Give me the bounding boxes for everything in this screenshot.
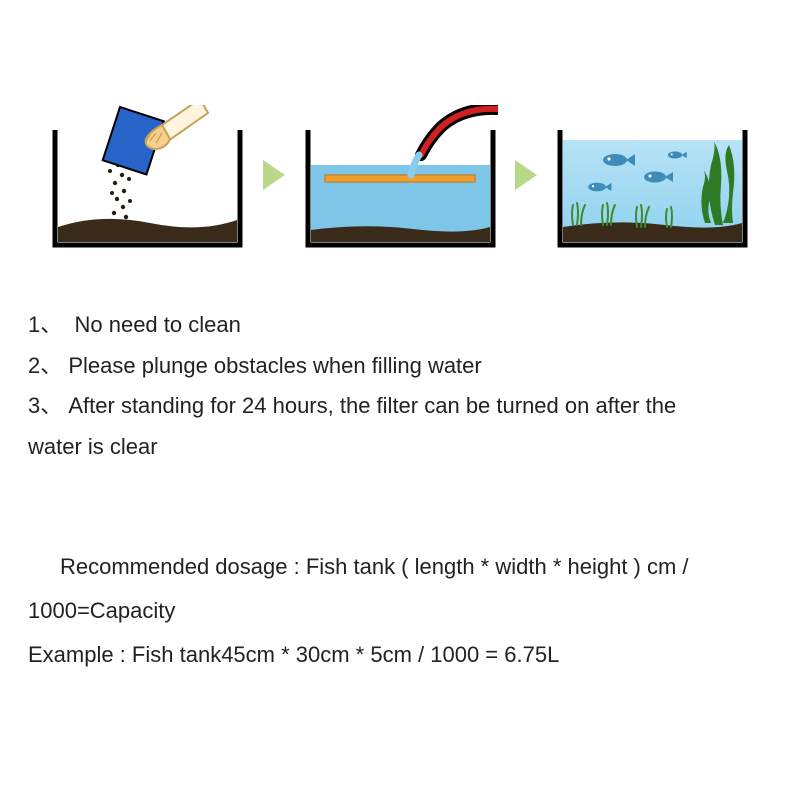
dosage-line2: 1000=Capacity	[28, 589, 768, 633]
dosage-block: Recommended dosage : Fish tank ( length …	[28, 545, 768, 677]
instruction-2: 2、 Please plunge obstacles when filling …	[28, 346, 768, 387]
arrow-icon	[515, 160, 537, 190]
setup-diagram	[50, 90, 750, 260]
fill-water-svg	[303, 105, 498, 265]
instruction-2-text: Please plunge obstacles when filling wat…	[68, 353, 481, 378]
instruction-2-num: 2、	[28, 353, 62, 378]
instruction-3-num: 3、	[28, 393, 62, 418]
pour-substrate-svg	[50, 105, 245, 265]
instruction-3-text-a: After standing for 24 hours, the filter …	[68, 393, 676, 418]
instruction-1: 1、 No need to clean	[28, 305, 768, 346]
dosage-line1: Recommended dosage : Fish tank ( length …	[28, 545, 768, 589]
instruction-3b: water is clear	[28, 427, 768, 468]
instruction-1-text: No need to clean	[74, 312, 240, 337]
arrow-icon	[263, 160, 285, 190]
planted-tank-svg	[555, 105, 750, 265]
panel-pour-substrate	[50, 105, 245, 245]
panel-fill-water	[303, 105, 498, 245]
instruction-3: 3、 After standing for 24 hours, the filt…	[28, 386, 768, 427]
dosage-line3: Example : Fish tank45cm * 30cm * 5cm / 1…	[28, 633, 768, 677]
instruction-3-text-b: water is clear	[28, 434, 158, 459]
panel-planted-tank	[555, 105, 750, 245]
instructions-block: 1、 No need to clean 2、 Please plunge obs…	[28, 305, 768, 468]
instruction-1-num: 1、	[28, 312, 62, 337]
